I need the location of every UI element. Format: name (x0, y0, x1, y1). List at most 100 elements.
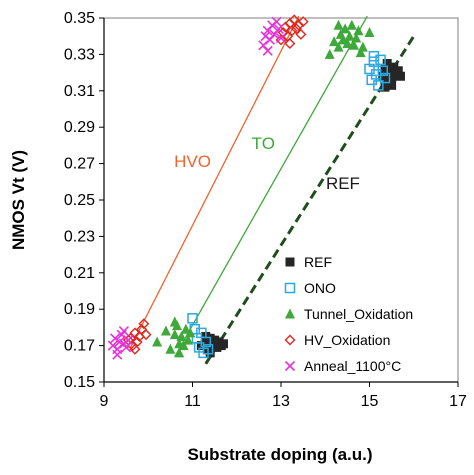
series-group (122, 14, 309, 355)
x-stroke (262, 45, 273, 56)
data-point (333, 19, 344, 30)
y-tick-label: 0.17 (64, 338, 95, 355)
data-point (176, 331, 187, 341)
data-point (140, 329, 152, 341)
data-point (262, 45, 273, 56)
axes: 0.15 0.17 0.19 0.21 0.23 0.25 0.27 0.29 0.31 0.33… (64, 10, 467, 410)
data-point (324, 48, 335, 59)
data-point (378, 71, 388, 81)
data-point (333, 41, 344, 52)
data-point (169, 329, 180, 340)
fit-line (174, 15, 368, 357)
data-point (174, 347, 185, 358)
y-tick-label: 0.19 (64, 301, 95, 318)
data-point (351, 32, 362, 43)
annotation-label: TO (252, 134, 275, 153)
legend-label: Anneal_1100°C (304, 358, 401, 374)
x-stroke (121, 342, 132, 353)
data-point (379, 72, 391, 84)
legend-marker (284, 360, 296, 372)
x-stroke (273, 23, 284, 34)
data-point (121, 342, 132, 353)
data-point (205, 348, 215, 358)
series-group (107, 16, 287, 360)
y-tick-label: 0.35 (64, 10, 95, 27)
legend: REF ONO Tunnel_Oxidation HV_Oxidation Anneal… (284, 254, 413, 374)
fit-lines (129, 15, 416, 365)
data-point (123, 335, 134, 346)
data-point (160, 325, 171, 336)
annotations: HVO TO REF (174, 134, 360, 193)
data-point (342, 37, 353, 48)
data-point (384, 68, 394, 78)
legend-marker (285, 257, 295, 267)
data-point (382, 59, 392, 68)
legend-marker (285, 308, 295, 319)
data-point (271, 16, 282, 27)
y-tick-label: 0.33 (64, 46, 95, 63)
data-point (169, 316, 180, 327)
data-point (387, 80, 397, 90)
y-axis-label: NMOS Vt (V) (9, 150, 28, 250)
x-stroke (118, 325, 129, 337)
data-point (380, 82, 390, 92)
data-point (284, 37, 296, 49)
data-point (118, 325, 129, 337)
data-point (329, 36, 340, 47)
x-tick-label: 13 (272, 393, 290, 410)
data-point (346, 19, 357, 30)
legend-label: REF (304, 254, 332, 270)
y-tick-label: 0.21 (64, 265, 95, 282)
x-tick-label: 11 (184, 393, 201, 410)
legend-label: HV_Oxidation (304, 332, 390, 348)
x-tick-label: 9 (100, 393, 109, 410)
data-point (187, 313, 198, 324)
data-point (200, 336, 212, 348)
x-stroke (123, 335, 134, 346)
x-stroke (258, 40, 269, 51)
data-point (393, 66, 403, 76)
data-point (353, 25, 364, 36)
x-tick-label: 15 (361, 393, 379, 410)
legend-marker (284, 334, 296, 346)
data-point (297, 16, 309, 28)
series-group (187, 50, 391, 359)
data-point (273, 23, 284, 34)
data-point (368, 56, 380, 67)
x-stroke (284, 360, 296, 372)
y-tick-label: 0.27 (64, 156, 95, 173)
data-point (340, 23, 351, 34)
x-stroke (271, 16, 282, 27)
data-point (286, 25, 298, 37)
data-point (295, 28, 307, 40)
x-axis-label: Substrate doping (a.u.) (187, 445, 372, 464)
data-point (138, 318, 150, 330)
data-point (375, 54, 386, 66)
data-point (355, 47, 366, 58)
legend-label: Tunnel_Oxidation (304, 306, 413, 322)
data-point (368, 50, 380, 62)
annotation-label: HVO (174, 152, 211, 171)
data-point (349, 39, 360, 50)
annotation-label: REF (326, 174, 360, 193)
data-point (395, 71, 405, 81)
data-point (373, 80, 384, 91)
y-tick-label: 0.31 (64, 83, 95, 100)
data-points (107, 14, 405, 360)
data-point (185, 327, 196, 338)
fit-line (204, 35, 416, 365)
y-tick-label: 0.25 (64, 192, 95, 209)
x-stroke (275, 32, 287, 44)
legend-label: ONO (304, 280, 336, 296)
data-point (112, 349, 123, 360)
data-point (377, 65, 389, 77)
data-point (357, 41, 368, 52)
data-point (152, 336, 163, 347)
x-stroke (114, 336, 125, 348)
fit-line (129, 15, 300, 348)
data-point (183, 334, 194, 345)
data-point (165, 343, 176, 354)
data-point (364, 27, 375, 38)
data-point (218, 339, 228, 349)
